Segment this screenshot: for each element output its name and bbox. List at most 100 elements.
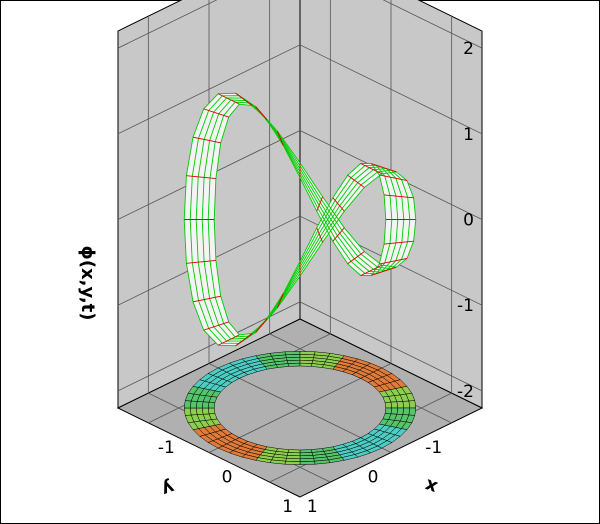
floor-cell bbox=[299, 351, 316, 356]
surface-cell bbox=[351, 258, 370, 274]
surface-spoke-line bbox=[316, 196, 324, 212]
surface-spoke-line bbox=[186, 175, 216, 179]
y-tick-label: 1 bbox=[307, 497, 318, 517]
surface-spoke-line bbox=[384, 194, 414, 199]
surface-cell bbox=[193, 108, 209, 139]
surface-cell bbox=[196, 176, 205, 220]
surface-cell bbox=[223, 322, 240, 337]
surface-cell bbox=[384, 194, 392, 220]
surface-spoke-line bbox=[316, 227, 324, 243]
floor-cell bbox=[299, 460, 316, 465]
surface-cell bbox=[371, 262, 385, 276]
surface-cell bbox=[379, 243, 390, 264]
surface-spoke-line bbox=[379, 257, 408, 265]
surface-cell bbox=[390, 242, 402, 262]
surface-cell bbox=[339, 182, 361, 209]
surface-cell bbox=[215, 296, 229, 324]
floor-cell bbox=[189, 407, 198, 416]
surface-spoke-line bbox=[332, 227, 345, 242]
y-tick-label: -1 bbox=[425, 438, 442, 458]
surface-spoke-line bbox=[217, 334, 240, 346]
surface-cell bbox=[337, 180, 358, 206]
surface-cell bbox=[384, 176, 396, 196]
floor-cell bbox=[384, 401, 393, 409]
surface-cell bbox=[395, 178, 408, 198]
floor-cell bbox=[384, 407, 393, 415]
floor-cell bbox=[195, 407, 204, 415]
z-tick-label: 2 bbox=[463, 39, 474, 59]
surface-cell bbox=[390, 195, 398, 220]
surface-mesh bbox=[183, 92, 417, 347]
surface-cell bbox=[354, 256, 374, 272]
surface-cell bbox=[320, 205, 342, 240]
surface-spoke-line bbox=[203, 108, 229, 118]
surface-cell bbox=[196, 219, 205, 263]
floor-cell bbox=[183, 400, 192, 409]
surface-cell bbox=[210, 141, 221, 179]
surface-cell bbox=[223, 102, 240, 117]
surface-cell bbox=[208, 219, 216, 261]
z-tick-label: -1 bbox=[457, 296, 474, 316]
surface-cell bbox=[395, 241, 408, 261]
surface-cell bbox=[208, 326, 227, 344]
surface-cell bbox=[198, 299, 214, 329]
surface-cell bbox=[192, 138, 205, 177]
surface-spoke-line bbox=[347, 174, 365, 188]
floor-cell bbox=[408, 407, 417, 416]
surface-spoke-line bbox=[235, 333, 253, 347]
floor-cell bbox=[402, 400, 411, 409]
floor-cell bbox=[207, 407, 216, 415]
surface-cell bbox=[361, 171, 382, 188]
surface-cell bbox=[218, 323, 236, 339]
axis-ticks: 2 1 0 -1 -2 -1 0 1 -1 0 1 bbox=[158, 39, 474, 517]
surface-cell bbox=[335, 235, 355, 262]
floor-cell bbox=[396, 401, 405, 409]
surface-cell bbox=[198, 139, 210, 178]
surface-spoke-line bbox=[360, 264, 383, 276]
surface-spoke-line bbox=[332, 197, 345, 212]
surface-cell bbox=[321, 208, 345, 243]
floor-cell bbox=[195, 401, 204, 409]
surface-cell bbox=[357, 169, 378, 185]
y-tick-label: 0 bbox=[368, 468, 379, 488]
surface-cell bbox=[342, 227, 365, 254]
x-tick-label: 1 bbox=[282, 497, 293, 517]
surface-cell bbox=[317, 200, 338, 234]
surface-spoke-line bbox=[192, 295, 221, 303]
z-tick-label: 0 bbox=[463, 211, 474, 231]
floor-cell bbox=[408, 400, 417, 409]
surface-cell bbox=[354, 167, 374, 183]
surface-cell bbox=[204, 261, 216, 299]
surface-cell bbox=[361, 251, 382, 268]
z-tick-label: -2 bbox=[457, 382, 474, 402]
surface-spoke-line bbox=[186, 260, 216, 264]
surface-cell bbox=[319, 203, 340, 237]
surface-spoke-line bbox=[255, 318, 268, 333]
surface-cell bbox=[215, 115, 229, 143]
z-axis-label: ϕ(x,y,t) bbox=[77, 245, 98, 320]
surface-cell bbox=[203, 328, 223, 346]
surface-cell bbox=[204, 140, 216, 178]
surface-spoke-line bbox=[371, 266, 397, 276]
surface-spoke-line bbox=[347, 251, 365, 265]
surface-cell bbox=[347, 261, 365, 276]
surface-cell bbox=[335, 177, 355, 204]
surface-spoke-line bbox=[255, 106, 268, 121]
surface-cell bbox=[347, 163, 365, 178]
surface-cell bbox=[209, 297, 224, 326]
y-axis-label: y bbox=[159, 476, 177, 500]
surface-cell bbox=[391, 258, 407, 269]
z-tick-label: 1 bbox=[463, 125, 474, 145]
surface-cell bbox=[390, 177, 402, 197]
surface-cell bbox=[198, 261, 210, 300]
surface-cell bbox=[384, 243, 396, 263]
surface-cell bbox=[209, 113, 224, 142]
surface-cell bbox=[342, 185, 365, 212]
surface-spoke-line bbox=[360, 163, 383, 175]
floor-cell bbox=[183, 407, 192, 416]
surface-cell bbox=[390, 219, 398, 244]
surface-cell bbox=[202, 177, 210, 220]
floor-cell bbox=[402, 407, 411, 416]
floor-cell bbox=[284, 351, 301, 356]
surface-cell bbox=[192, 262, 205, 301]
